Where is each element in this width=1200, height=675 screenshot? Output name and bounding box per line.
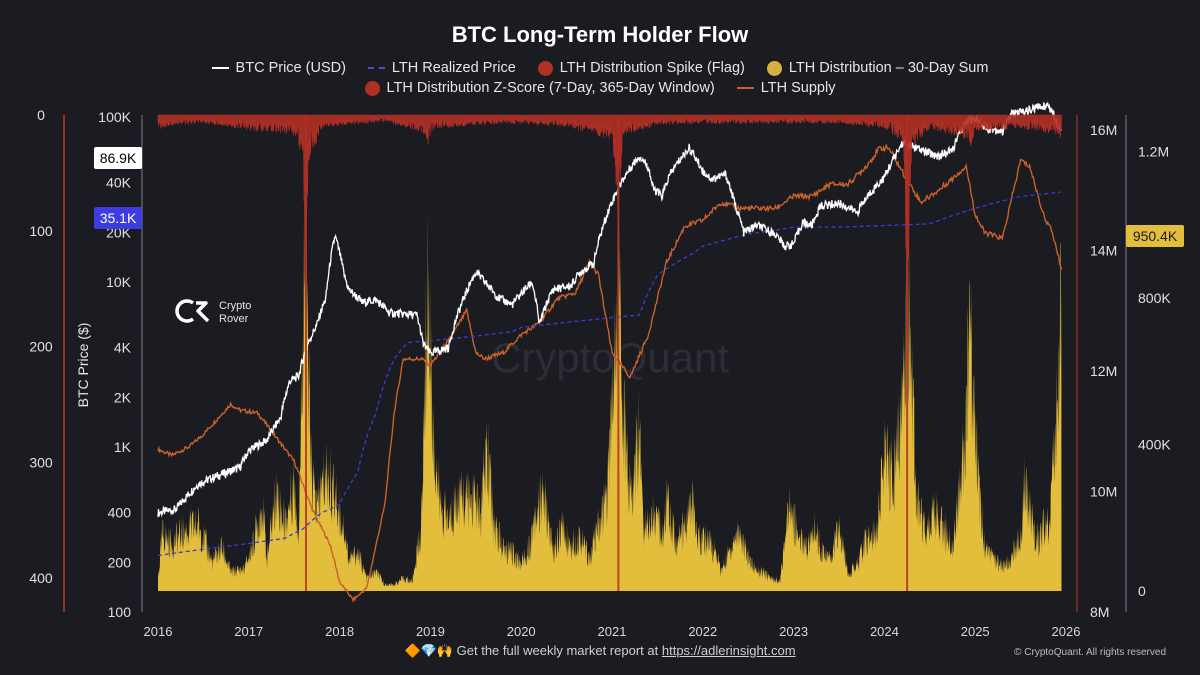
distribution-badge: 950.4K [1133,228,1178,244]
price-tick-label: 400 [108,505,132,521]
distribution-area-layer [158,156,1062,591]
btc-price-badge: 86.9K [100,150,137,166]
legend-label-lth-supply: LTH Supply [760,80,836,96]
footer-text: Get the full weekly market report at [456,643,659,658]
distribution-tick-label: 400K [1138,437,1171,453]
legend-item-distribution-30d[interactable]: LTH Distribution – 30-Day Sum [766,60,989,76]
chart-title: BTC Long-Term Holder Flow [451,22,749,47]
legend-row-2: LTH Distribution Z-Score (7-Day, 365-Day… [0,80,1200,96]
zscore-tick-label: 400 [29,570,53,586]
tick-labels-layer: 01002003004001002004001K2K4K10K20K40K100… [29,107,1171,639]
legend: BTC Price (USD) LTH Realized Price LTH D… [0,60,1200,76]
legend-label-spike-flag: LTH Distribution Spike (Flag) [559,60,745,76]
legend-swatch-lth-supply [736,87,754,89]
supply-tick-label: 12M [1090,363,1117,379]
legend-item-zscore[interactable]: LTH Distribution Z-Score (7-Day, 365-Day… [364,80,715,96]
brand-name-line2: Rover [219,313,249,325]
supply-tick-label: 10M [1090,484,1117,500]
legend-swatch-lth-realized-price [367,67,385,69]
price-tick-label: 100K [98,109,131,125]
distribution-30d-area [158,156,1062,591]
legend-label-btc-price: BTC Price (USD) [235,60,346,76]
lth-realized-badge-bg [94,207,142,229]
x-tick-label: 2020 [507,624,536,639]
legend-item-lth-supply[interactable]: LTH Supply [736,80,836,96]
lth-supply-line [157,143,1063,603]
price-tick-label: 1K [114,439,132,455]
zscore-area [157,114,1062,379]
x-tick-label: 2025 [961,624,990,639]
zscore-tick-label: 200 [29,339,53,355]
legend-item-lth-realized-price[interactable]: LTH Realized Price [367,60,516,76]
x-tick-label: 2021 [598,624,627,639]
copyright: © CryptoQuant. All rights reserved [1014,647,1166,658]
zscore-layer [157,114,1062,591]
supply-tick-label: 14M [1090,243,1117,259]
brand-name-line1: Crypto [219,300,251,312]
supply-tick-label: 16M [1090,122,1117,138]
lth-realized-price-line [157,191,1061,557]
distribution-tick-label: 800K [1138,290,1171,306]
legend-swatch-btc-price [211,67,229,69]
distribution-badge-bg [1126,225,1184,247]
btc-price-badge-bg [94,147,142,169]
x-tick-label: 2026 [1052,624,1081,639]
legend-swatch-spike-flag [537,60,553,76]
distribution-tick-label: 1.2M [1138,144,1169,160]
legend-swatch-distribution-30d [766,60,782,76]
lth-realized-badge: 35.1K [100,210,137,226]
x-tick-label: 2016 [144,624,173,639]
btc-price-line [157,101,1062,518]
price-tick-label: 2K [114,389,132,405]
axes-layer: BTC Price ($) [63,115,1127,612]
price-tick-label: 40K [106,175,132,191]
x-tick-label: 2024 [870,624,899,639]
price-axis-title: BTC Price ($) [75,323,91,408]
legend-label-distribution-30d: LTH Distribution – 30-Day Sum [788,60,989,76]
zscore-tick-label: 300 [29,454,53,470]
brand-logo: Crypto Rover [175,299,251,325]
price-tick-label: 10K [106,274,132,290]
zscore-tick-label: 100 [29,223,53,239]
footer: 🔶💎🙌 Get the full weekly market report at… [0,643,1200,659]
footer-emoji-icons: 🔶💎🙌 [404,643,454,658]
distribution-tick-label: 0 [1138,583,1146,599]
price-tick-label: 100 [108,604,132,620]
legend-label-zscore: LTH Distribution Z-Score (7-Day, 365-Day… [386,80,715,96]
legend-label-lth-realized-price: LTH Realized Price [391,60,516,76]
zscore-tick-label: 0 [37,107,45,123]
footer-link[interactable]: https://adlerinsight.com [661,643,796,658]
legend-item-spike-flag[interactable]: LTH Distribution Spike (Flag) [537,60,745,76]
x-tick-label: 2017 [234,624,263,639]
legend-item-btc-price[interactable]: BTC Price (USD) [211,60,346,76]
price-tick-label: 200 [108,554,132,570]
x-tick-label: 2023 [779,624,808,639]
supply-tick-label: 8M [1090,604,1109,620]
legend-swatch-zscore [364,80,380,96]
crypto-rover-logo-icon [175,299,210,323]
x-tick-label: 2022 [688,624,717,639]
value-badges-layer: 86.9K 35.1K 950.4K [94,147,1184,247]
x-tick-label: 2018 [325,624,354,639]
price-tick-label: 4K [114,340,132,356]
x-tick-label: 2019 [416,624,445,639]
